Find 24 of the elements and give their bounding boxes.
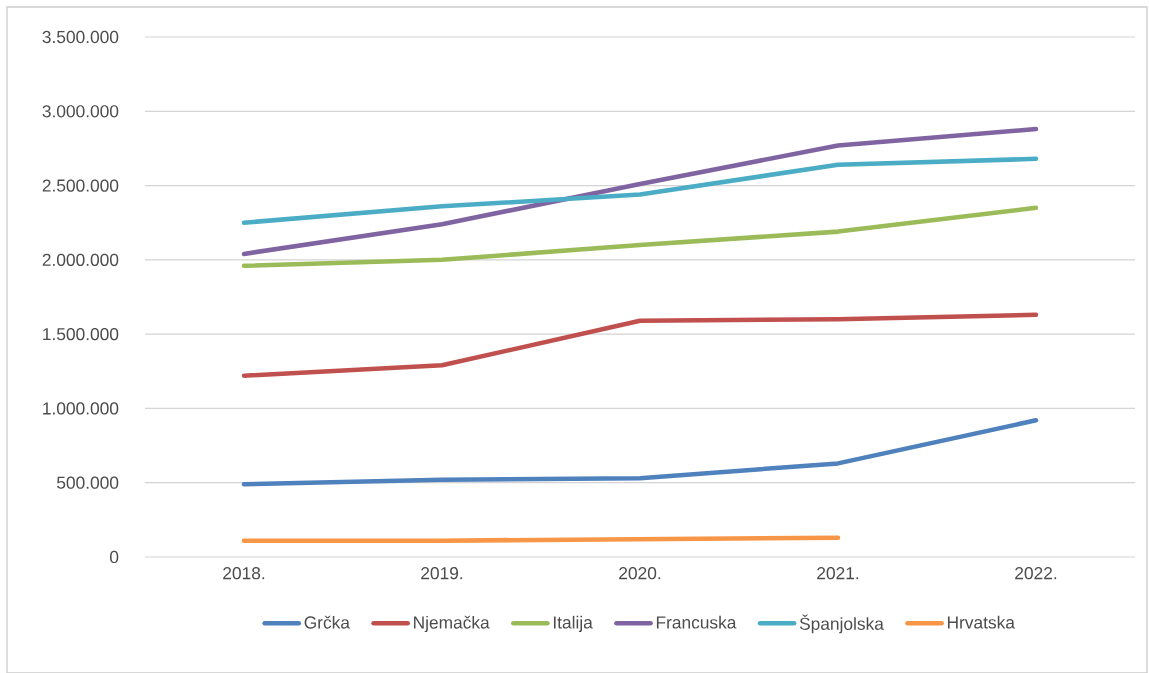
line-series (241, 205, 1039, 269)
x-tick-label: 2021. (817, 567, 859, 580)
x-tick-label: 2018. (223, 567, 265, 580)
x-tick-label: 2022. (1015, 567, 1057, 580)
line-series (241, 312, 1039, 378)
y-tick-label: 2.000.000 (42, 253, 119, 266)
y-tick-label: 500.000 (57, 476, 119, 489)
legend-label: Njemačka (414, 615, 490, 633)
legend-label: Hrvatska (947, 615, 1015, 629)
y-tick-label: 3.000.000 (42, 105, 119, 118)
y-tick-label: 1.500.000 (43, 327, 119, 341)
x-tick-label: 2019. (421, 567, 463, 580)
line-series (241, 126, 1039, 257)
legend-label: Grčka (304, 615, 350, 629)
legend-label: Španjolska (799, 614, 884, 634)
y-tick-label: 2.500.000 (42, 179, 119, 192)
y-tick-label: 3.500.000 (42, 30, 119, 44)
x-tick-label: 2020. (619, 567, 661, 580)
line-series (241, 418, 1039, 487)
y-tick-label: 1.000.000 (43, 402, 119, 415)
legend-label: Italija (553, 615, 593, 633)
y-tick-label: 0 (109, 550, 119, 564)
legend-label: Francuska (656, 615, 737, 629)
line-series (241, 156, 1039, 225)
